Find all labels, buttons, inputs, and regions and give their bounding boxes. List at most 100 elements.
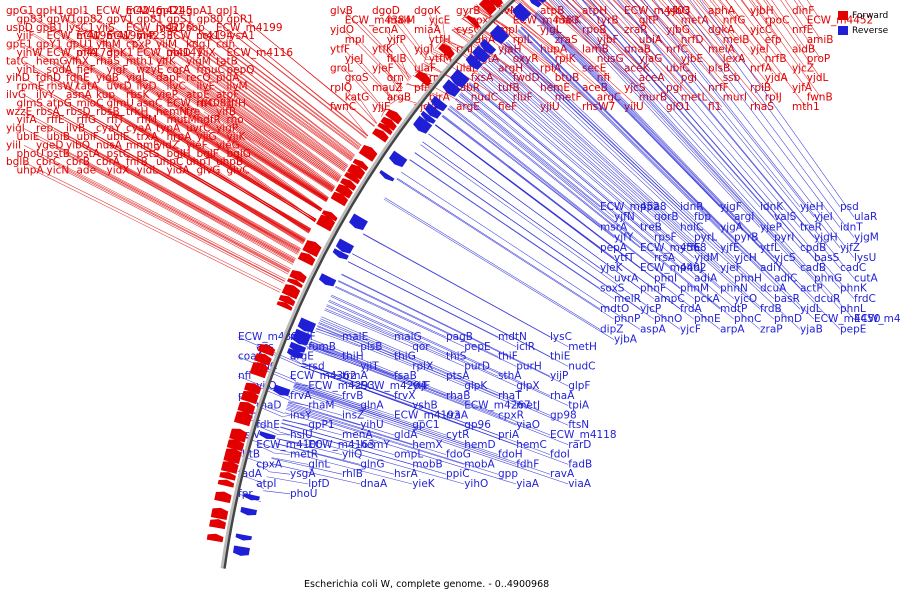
reverse-leader-line [326,305,465,367]
reverse-leader-line [409,159,601,289]
reverse-gene-arrow [512,2,532,22]
reverse-leader-line [414,152,641,310]
forward-leader-line [432,51,471,69]
forward-gene-label: rhaS [750,101,774,113]
forward-gene-arrow [414,70,432,87]
legend-reverse: Reverse [838,23,900,38]
reverse-gene-label: ECW_m4568 [640,242,707,254]
forward-gene-label: gp81' [137,13,167,25]
reverse-leader-line [287,404,447,455]
reverse-leader-line [309,343,517,426]
reverse-gene-label: fdoI [550,449,570,461]
reverse-gene-label: glpF [568,380,590,392]
forward-gene-label: miaA [414,24,442,36]
forward-leader-line [233,94,342,177]
forward-gene-label: dapF [156,72,182,84]
forward-leader-line [385,30,418,71]
forward-gene-label: ECW_m4233 [107,30,174,42]
reverse-leader-line [286,407,499,475]
reverse-gene-label: ECW_m4450 [814,313,881,325]
reverse-gene-label: yjbA [614,334,638,346]
reverse-gene-arrow [529,0,542,8]
forward-gene-label: yihD [6,72,30,84]
forward-leader-line [244,19,375,127]
forward-leader-line [385,49,409,82]
forward-gene-label: yjgI [414,43,433,55]
reverse-gene-arrow [289,341,307,353]
forward-leader-line [631,0,653,21]
reverse-leader-line [518,29,721,228]
reverse-gene-label: yijP [550,370,568,382]
forward-gene-arrow [335,184,353,199]
forward-leader-line [203,77,342,178]
reverse-leader-line [275,443,395,475]
reverse-gene-label: yieK [412,478,436,490]
forward-leader-line [687,0,737,60]
forward-gene-label: yjeJ [345,53,364,65]
reverse-gene-arrow [232,545,250,556]
reverse-leader-line [641,0,815,218]
forward-gene-arrow [302,240,322,258]
reverse-gene-label: fdhE [256,419,280,431]
forward-gene-label: fnrB [126,156,148,168]
forward-gene-label: hdfR [197,114,221,126]
reverse-leader-line [557,0,841,310]
forward-gene-label: hemG [36,55,67,67]
forward-gene-label: fwnB [807,91,833,103]
forward-leader-line [23,128,291,270]
forward-leader-line [358,20,412,78]
forward-gene-label: trxA [137,131,159,143]
reverse-gene-label: yiiQ [342,449,362,461]
reverse-gene-label: lpfD [308,478,329,490]
forward-gene-label: atpF [216,89,239,101]
reverse-leader-line [475,75,735,300]
forward-gene-label: ilvE [197,81,216,93]
forward-gene-arrow [340,178,357,191]
reverse-gene-label: mdtO [600,303,629,315]
reverse-gene-label: nudC [568,360,595,372]
reverse-leader-line [538,9,815,299]
reverse-leader-line [324,308,395,338]
forward-gene-arrow [223,448,242,464]
reverse-gene-arrow [479,38,497,55]
forward-leader-line [343,30,403,90]
reverse-leader-line [617,0,841,269]
reverse-leader-line [488,60,721,269]
forward-gene-label: yiiG [197,131,217,143]
forward-gene-arrow [243,382,262,395]
reverse-gene-label: aspA [640,323,667,335]
forward-leader-line [424,49,429,62]
forward-leader-line [385,68,400,93]
forward-gene-label: ECW_m4452 [807,15,874,27]
reverse-gene-label: fadB [568,458,592,470]
forward-leader-line [143,27,346,170]
forward-gene-label: cyaA [126,123,152,135]
forward-gene-label: mioC [77,97,104,109]
forward-leader-line [203,161,310,232]
reverse-leader-line [459,94,735,320]
reverse-gene-label: ytfE [680,242,701,254]
reverse-leader-line [479,70,695,259]
forward-leader-line [64,19,333,193]
reverse-leader-line [338,280,499,357]
forward-leader-line [124,153,299,254]
reverse-gene-label: mobA [464,458,495,470]
reverse-leader-line [330,296,569,406]
reverse-gene-label: yihO [464,478,488,490]
forward-leader-line [434,49,485,79]
reverse-gene-label: rhaM [308,400,334,412]
forward-leader-line [692,0,765,88]
reverse-gene-arrow [465,53,483,71]
reverse-gene-label: cadC [840,262,866,274]
reverse-leader-line [566,0,855,320]
reverse-gene-arrow [273,384,291,396]
reverse-gene-label: phnL [840,303,866,315]
forward-leader-line [385,10,427,60]
forward-leader-line [154,69,334,191]
forward-gene-label: cox1 [197,30,222,42]
forward-gene-label: aceK [624,63,651,75]
forward-leader-line [651,0,737,98]
forward-gene-label: rplA [540,63,562,75]
forward-gene-label: gpI1 [66,5,89,17]
reverse-gene-label: yjcF [680,323,701,335]
